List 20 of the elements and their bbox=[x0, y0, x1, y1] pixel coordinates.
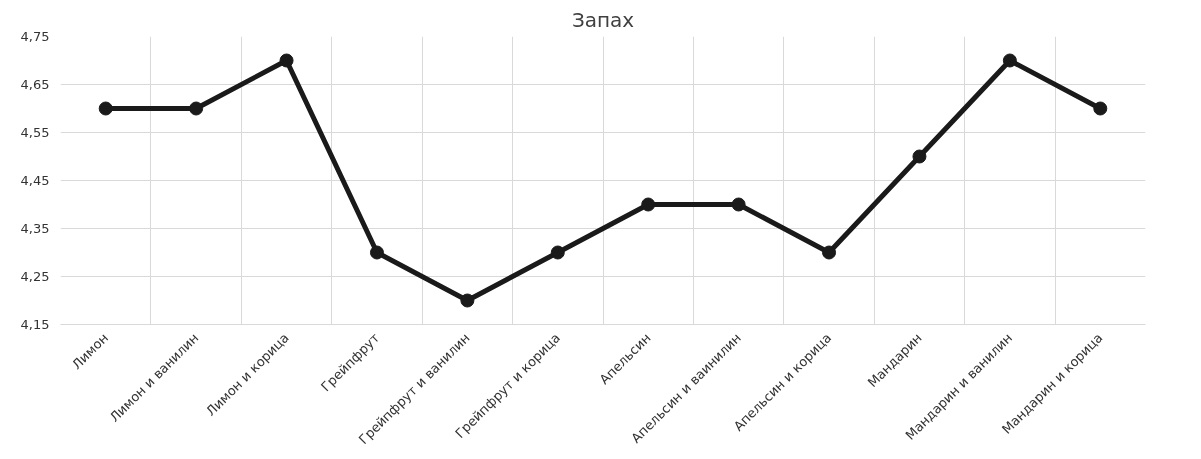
y-tick-label: 4,25 bbox=[20, 269, 50, 284]
y-tick-label: 4,75 bbox=[20, 29, 50, 44]
point bbox=[550, 245, 565, 260]
point bbox=[822, 245, 837, 260]
point bbox=[189, 101, 204, 116]
chart-title: Запах bbox=[571, 7, 635, 32]
y-tick-label: 4,35 bbox=[20, 221, 50, 236]
point bbox=[98, 101, 113, 116]
point bbox=[279, 53, 294, 68]
point bbox=[641, 197, 656, 212]
y-tick-label: 4,65 bbox=[20, 77, 50, 92]
point bbox=[1093, 101, 1108, 116]
point bbox=[912, 149, 927, 164]
point bbox=[731, 197, 746, 212]
y-tick-label: 4,55 bbox=[20, 125, 50, 140]
point bbox=[1002, 53, 1017, 68]
point bbox=[369, 245, 384, 260]
y-tick-label: 4,45 bbox=[20, 173, 50, 188]
point bbox=[460, 293, 475, 308]
y-tick-label: 4,15 bbox=[20, 317, 50, 332]
